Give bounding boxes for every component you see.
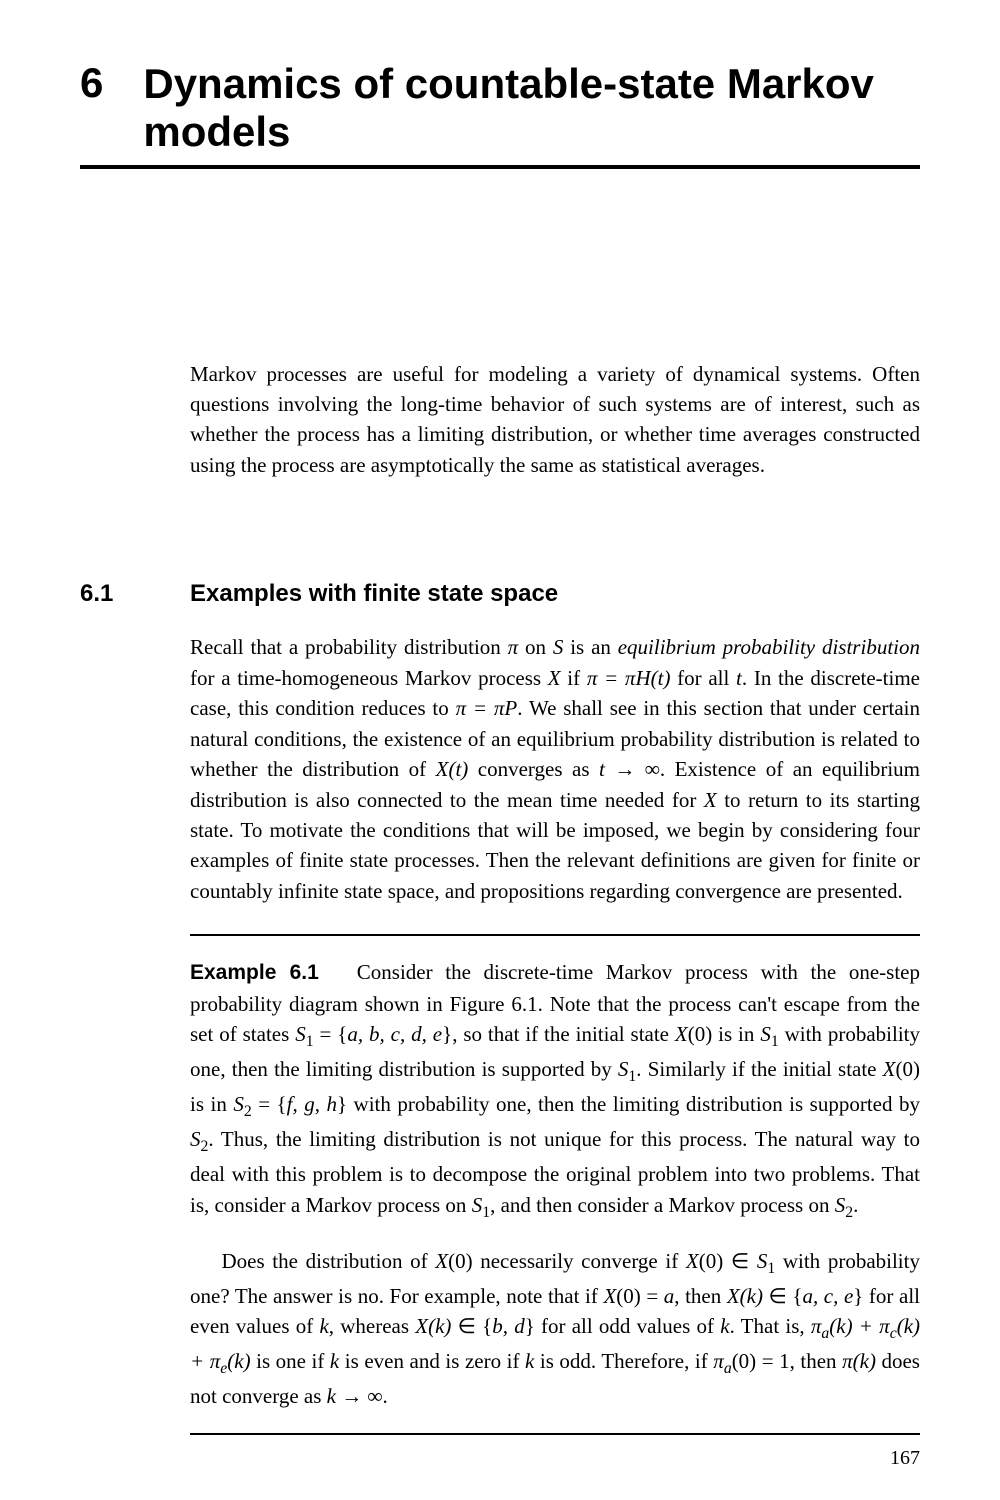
intro-paragraph: Markov processes are useful for modeling…	[190, 359, 920, 481]
example-label: Example 6.1	[190, 961, 319, 984]
section-title: Examples with finite state space	[190, 580, 558, 608]
example-bottom-rule	[190, 1433, 920, 1435]
page-number: 167	[890, 1447, 920, 1470]
example-p1-text: Consider the discrete-time Markov proces…	[190, 960, 920, 1216]
section-number: 6.1	[80, 580, 150, 608]
chapter-title: Dynamics of countable-state Markov model…	[143, 60, 920, 157]
example-paragraph-2: Does the distribution of X(0) necessaril…	[190, 1246, 920, 1412]
chapter-number: 6	[80, 60, 103, 106]
chapter-heading: 6 Dynamics of countable-state Markov mod…	[80, 60, 920, 157]
chapter-intro: Markov processes are useful for modeling…	[190, 359, 920, 481]
chapter-rule	[80, 165, 920, 169]
section-body: Recall that a probability distribution π…	[190, 632, 920, 906]
section-heading: 6.1 Examples with finite state space	[80, 580, 920, 608]
example-paragraph-1: Example 6.1 Consider the discrete-time M…	[190, 957, 920, 1224]
example-top-rule	[190, 934, 920, 936]
